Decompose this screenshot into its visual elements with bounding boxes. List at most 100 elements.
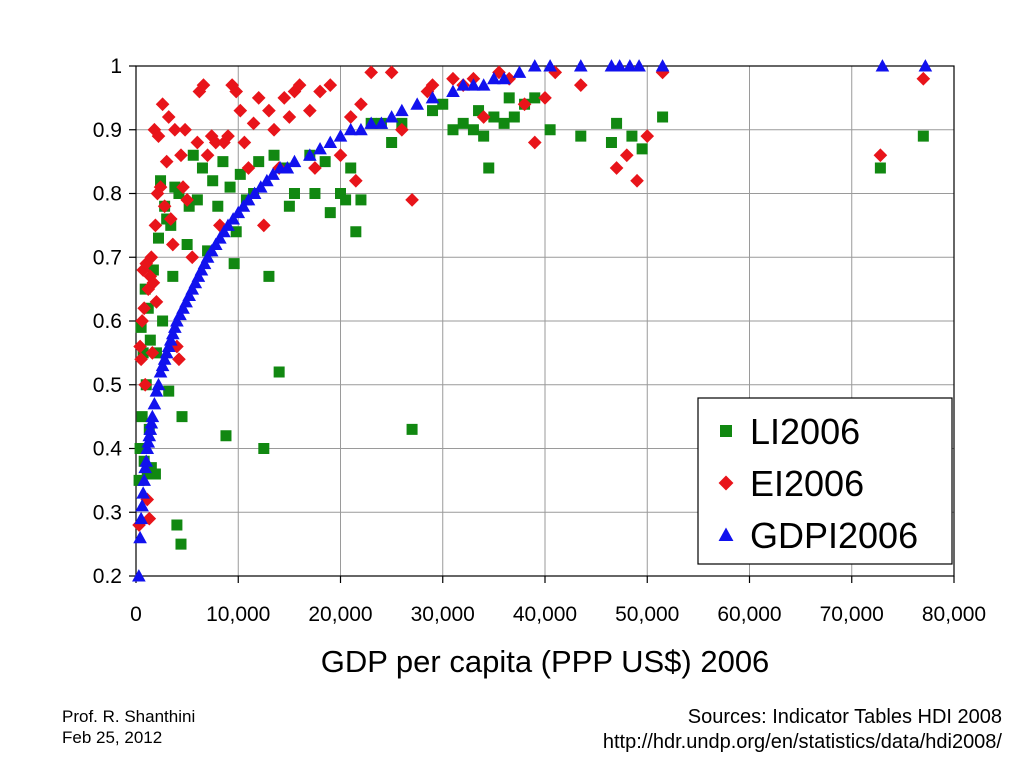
gdpi2006-point bbox=[231, 205, 246, 219]
li2006-point bbox=[503, 92, 515, 104]
gdpi2006-point bbox=[364, 116, 378, 129]
y-tick-label: 0.7 bbox=[93, 246, 122, 269]
ei2006-point bbox=[233, 103, 248, 118]
li2006-point bbox=[234, 168, 246, 180]
li2006-point bbox=[345, 162, 357, 174]
gdpi2006-point bbox=[173, 307, 187, 321]
gdpi2006-point bbox=[138, 460, 153, 474]
gdpi2006-point bbox=[140, 441, 155, 454]
li2006-point bbox=[874, 162, 886, 174]
ei2006-point bbox=[148, 218, 163, 233]
gdpi2006-point bbox=[655, 59, 670, 72]
ei2006-point bbox=[446, 71, 460, 86]
li2006-point bbox=[508, 111, 520, 123]
gdpi2006-point bbox=[632, 59, 646, 72]
gdpi2006-point bbox=[159, 346, 174, 359]
li2006-point bbox=[636, 143, 648, 155]
ei2006-point bbox=[138, 377, 153, 392]
li2006-point bbox=[171, 519, 183, 531]
li2006-point bbox=[268, 149, 280, 161]
li2006-point bbox=[144, 334, 156, 346]
ei2006-point bbox=[502, 71, 517, 86]
ei2006-point bbox=[313, 84, 327, 99]
y-tick-label: 0.4 bbox=[93, 438, 123, 461]
li2006-point bbox=[657, 111, 669, 123]
ei2006-point bbox=[425, 78, 440, 92]
ei2006-point bbox=[137, 301, 151, 316]
ei2006-point bbox=[145, 346, 160, 360]
li2006-point bbox=[137, 347, 149, 359]
gdpi2006-point bbox=[139, 454, 154, 467]
ei2006-point bbox=[229, 84, 244, 99]
gdpi2006-point bbox=[185, 282, 200, 295]
gdpi2006-point bbox=[313, 142, 327, 155]
y-axis-ticks: 0.2 0.3 0.4 0.5 0.6 0.7 0.8 0.9 1 bbox=[93, 55, 136, 588]
gdpi2006-point bbox=[280, 161, 295, 174]
ei2006-point bbox=[146, 275, 161, 290]
li2006-point bbox=[224, 181, 236, 193]
ei2006-point bbox=[251, 91, 266, 105]
gdpi2006-point bbox=[170, 314, 184, 327]
gdpi2006-point bbox=[623, 59, 637, 72]
li2006-point bbox=[136, 411, 148, 423]
author-block: Prof. R. Shanthini Feb 25, 2012 bbox=[62, 706, 195, 749]
y-tick-label: 1 bbox=[110, 55, 122, 78]
ei2006-point bbox=[277, 91, 292, 105]
gdpi2006-point bbox=[155, 358, 170, 372]
li2006-point bbox=[335, 188, 346, 199]
x-tick-label: 80,000 bbox=[922, 603, 986, 626]
gdpi2006-point bbox=[573, 59, 588, 72]
ei2006-point bbox=[292, 78, 307, 92]
li2006-point bbox=[427, 105, 439, 117]
gdpi2006-point bbox=[456, 78, 471, 91]
ei2006-point bbox=[142, 511, 157, 526]
ei2006-point bbox=[262, 103, 276, 118]
li2006-point bbox=[141, 468, 153, 480]
y-tick-label: 0.2 bbox=[93, 565, 122, 588]
li2006-point bbox=[288, 188, 300, 199]
gdpi2006-point bbox=[217, 224, 231, 238]
li2006-point bbox=[406, 423, 418, 435]
li2006-point bbox=[447, 124, 459, 136]
y-tick-label: 0.5 bbox=[93, 374, 122, 397]
li2006-point bbox=[183, 200, 195, 212]
li2006-point bbox=[157, 315, 169, 327]
gdpi2006-point bbox=[168, 320, 182, 333]
source-block: Sources: Indicator Tables HDI 2008 http:… bbox=[603, 705, 1002, 755]
ei2006-point bbox=[180, 193, 194, 207]
gdpi2006-point bbox=[543, 59, 557, 72]
li2006-point bbox=[263, 270, 275, 282]
gdpi2006-point bbox=[200, 250, 215, 263]
gdpi2006-point bbox=[253, 180, 268, 193]
ei2006-point bbox=[476, 110, 491, 124]
gdpi2006-point bbox=[410, 97, 425, 110]
source-title: Sources: Indicator Tables HDI 2008 bbox=[687, 706, 1002, 728]
li2006-point bbox=[176, 411, 188, 423]
gdpi2006-point bbox=[179, 295, 193, 308]
gdpi2006-point bbox=[137, 473, 151, 486]
gdpi2006-point bbox=[136, 486, 150, 499]
ei2006-point bbox=[256, 218, 271, 233]
ei2006-point bbox=[172, 352, 186, 367]
li2006-point bbox=[145, 462, 157, 474]
legend-box bbox=[697, 397, 953, 565]
li2006-point bbox=[437, 98, 449, 110]
gdpi2006-point bbox=[133, 530, 147, 544]
li2006-point bbox=[319, 156, 331, 168]
presentation-date: Feb 25, 2012 bbox=[62, 728, 163, 748]
li2006-point bbox=[228, 258, 240, 270]
data-markers bbox=[132, 59, 933, 582]
li2006-point bbox=[350, 226, 362, 238]
li2006-point bbox=[457, 117, 469, 129]
ei2006-point bbox=[176, 180, 190, 194]
ei2006-point bbox=[527, 135, 542, 150]
li2006-point bbox=[273, 366, 285, 378]
gdpi2006-point bbox=[134, 511, 148, 525]
ei2006-point bbox=[308, 161, 322, 175]
li2006-point bbox=[626, 130, 638, 142]
li2006-point bbox=[386, 137, 398, 148]
ei2006-point bbox=[343, 110, 358, 124]
y-tick-label: 0.6 bbox=[93, 310, 122, 333]
gdpi2006-point bbox=[151, 377, 166, 391]
ei2006-point bbox=[246, 116, 261, 131]
